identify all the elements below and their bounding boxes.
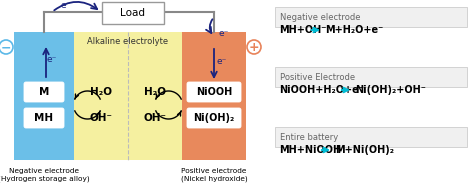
Text: Positive electrode
(Nickel hydroxide): Positive electrode (Nickel hydroxide) <box>181 168 247 182</box>
Text: e⁻: e⁻ <box>47 56 57 65</box>
FancyBboxPatch shape <box>275 7 467 27</box>
Text: MH: MH <box>35 113 54 123</box>
Text: Alkaline electrolyte: Alkaline electrolyte <box>87 36 169 45</box>
FancyBboxPatch shape <box>102 2 164 24</box>
FancyBboxPatch shape <box>275 127 467 147</box>
Text: +: + <box>249 41 259 54</box>
FancyBboxPatch shape <box>24 82 64 102</box>
Text: Negative electrode: Negative electrode <box>280 12 361 21</box>
Text: OH⁻: OH⁻ <box>90 113 112 123</box>
Text: Positive Electrode: Positive Electrode <box>280 73 355 82</box>
Text: Load: Load <box>120 9 146 19</box>
Text: −: − <box>1 41 11 54</box>
Text: Ni(OH)₂+OH⁻: Ni(OH)₂+OH⁻ <box>355 85 426 95</box>
FancyBboxPatch shape <box>275 67 467 87</box>
Text: H₂O: H₂O <box>144 87 166 97</box>
Bar <box>14 32 74 160</box>
Text: M+H₂O+e⁻: M+H₂O+e⁻ <box>325 25 383 35</box>
Text: Ni(OH)₂: Ni(OH)₂ <box>193 113 235 123</box>
Bar <box>182 32 246 160</box>
FancyBboxPatch shape <box>24 108 64 128</box>
FancyBboxPatch shape <box>187 108 241 128</box>
Text: Entire battery: Entire battery <box>280 132 338 142</box>
Text: NiOOH+H₂O+e⁻: NiOOH+H₂O+e⁻ <box>279 85 364 95</box>
Text: MH+NiOOH: MH+NiOOH <box>279 145 341 155</box>
Bar <box>74 32 182 160</box>
Text: NiOOH: NiOOH <box>196 87 232 97</box>
Text: M: M <box>39 87 49 97</box>
FancyBboxPatch shape <box>187 82 241 102</box>
Text: e⁻: e⁻ <box>217 58 227 66</box>
Circle shape <box>0 40 13 54</box>
Circle shape <box>247 40 261 54</box>
Text: H₂O: H₂O <box>90 87 112 97</box>
Text: Negative electrode
(Hydrogen storage alloy): Negative electrode (Hydrogen storage all… <box>0 168 90 182</box>
Text: e⁻: e⁻ <box>219 29 229 38</box>
Text: OH⁻: OH⁻ <box>144 113 166 123</box>
Text: e⁻: e⁻ <box>61 2 71 11</box>
Text: MH+OH⁻: MH+OH⁻ <box>279 25 327 35</box>
Text: M+Ni(OH)₂: M+Ni(OH)₂ <box>335 145 394 155</box>
